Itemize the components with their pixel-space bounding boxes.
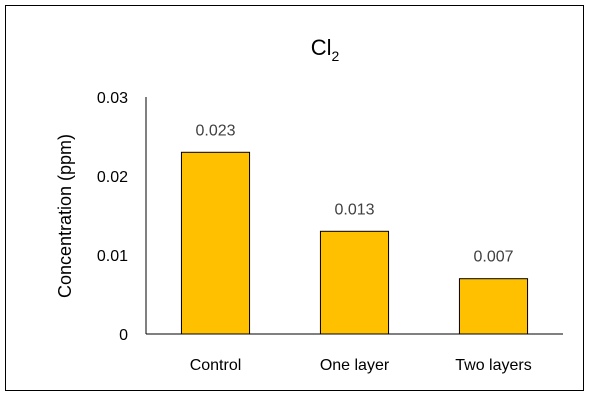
chart-title-main: Cl	[311, 35, 332, 60]
data-labels: 0.023 0.013 0.007	[195, 122, 513, 265]
y-tick-label: 0.03	[97, 90, 128, 107]
bar	[319, 230, 390, 335]
data-label: 0.013	[334, 201, 374, 218]
x-tick-label: One layer	[320, 357, 390, 374]
x-tick-labels: Control One layer Two layers	[190, 357, 532, 374]
data-label: 0.007	[473, 249, 513, 266]
y-tick-label: 0.02	[97, 169, 128, 186]
x-tick-label: Control	[190, 357, 242, 374]
y-tick-label: 0.01	[97, 248, 128, 265]
chart-title-subscript: 2	[331, 48, 339, 64]
y-tick-label: 0	[119, 327, 128, 344]
bars	[180, 151, 529, 335]
y-axis-label: Concentration (ppm)	[55, 134, 75, 298]
x-tick-label: Two layers	[455, 357, 531, 374]
data-label: 0.023	[195, 122, 235, 139]
bar	[458, 278, 529, 335]
chart-title: Cl2	[311, 35, 340, 64]
y-tick-labels: 0 0.01 0.02 0.03	[97, 90, 128, 344]
bar	[180, 151, 251, 335]
